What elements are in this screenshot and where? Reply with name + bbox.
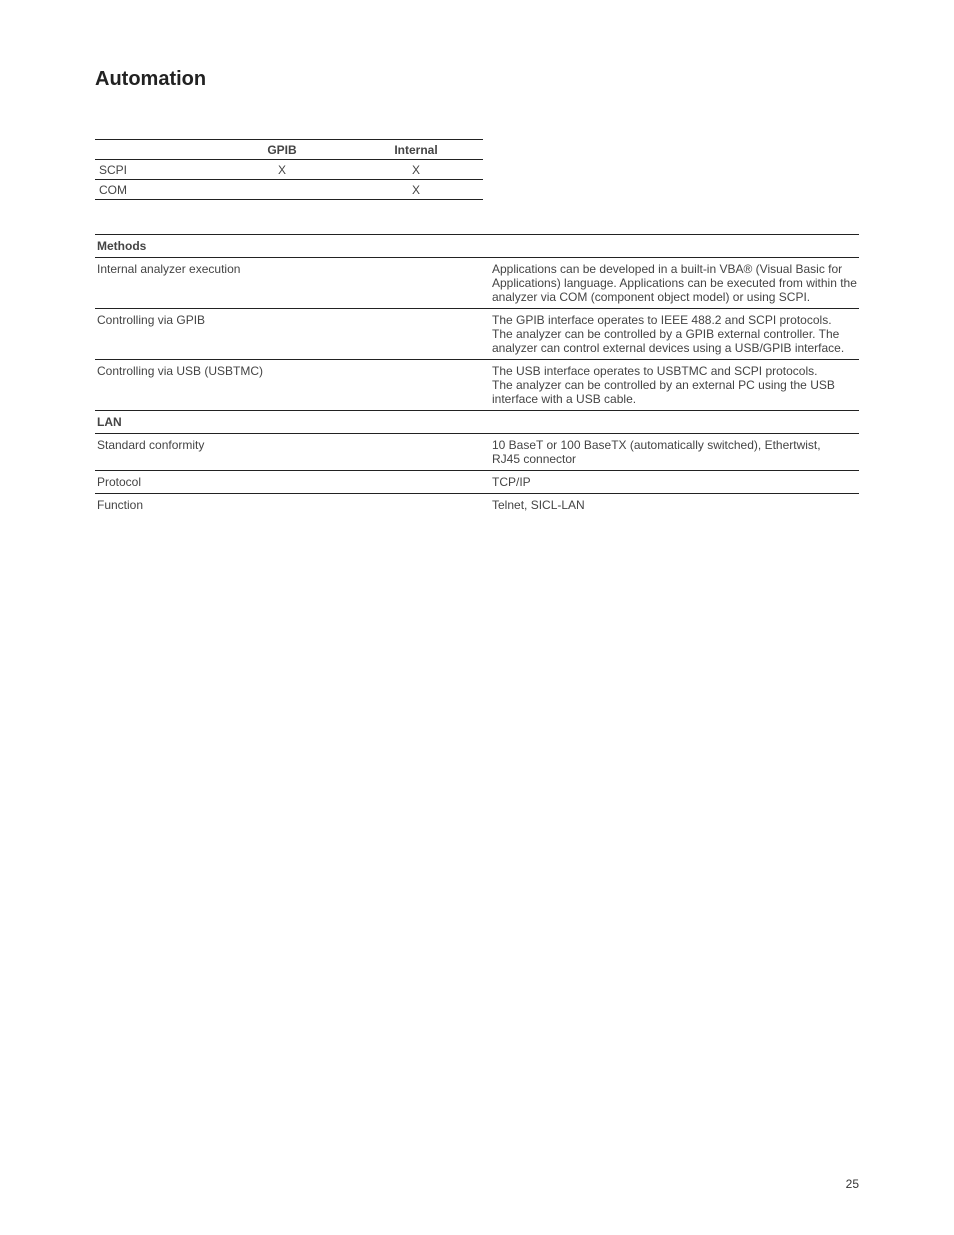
table-row: Controlling via USB (USBTMC) The USB int… bbox=[95, 360, 859, 411]
row-value: Applications can be developed in a built… bbox=[490, 258, 859, 309]
row-label: Standard conformity bbox=[95, 434, 490, 471]
page-title: Automation bbox=[95, 68, 859, 91]
table-row: Internal analyzer execution Applications… bbox=[95, 258, 859, 309]
table-row: SCPI X X bbox=[95, 160, 483, 180]
row-label: Controlling via USB (USBTMC) bbox=[95, 360, 490, 411]
table-row: COM X bbox=[95, 180, 483, 200]
row-value: TCP/IP bbox=[490, 471, 859, 494]
table-row: Function Telnet, SICL-LAN bbox=[95, 494, 859, 517]
methods-table: Methods Internal analyzer execution Appl… bbox=[95, 234, 859, 516]
page: Automation GPIB Internal SCPI X X COM X bbox=[0, 0, 954, 1235]
protocols-table: GPIB Internal SCPI X X COM X bbox=[95, 139, 483, 200]
table-row: Controlling via GPIB The GPIB interface … bbox=[95, 309, 859, 360]
methods-header: Methods bbox=[95, 235, 859, 258]
lan-subheader: LAN bbox=[95, 411, 859, 434]
row-label: Internal analyzer execution bbox=[95, 258, 490, 309]
table-row: Protocol TCP/IP bbox=[95, 471, 859, 494]
row-value: 10 BaseT or 100 BaseTX (automatically sw… bbox=[490, 434, 859, 471]
cell-internal: X bbox=[349, 160, 483, 180]
row-value: The GPIB interface operates to IEEE 488.… bbox=[490, 309, 859, 360]
table-row: Standard conformity 10 BaseT or 100 Base… bbox=[95, 434, 859, 471]
row-label: Function bbox=[95, 494, 490, 517]
row-label: Protocol bbox=[95, 471, 490, 494]
cell-gpib bbox=[215, 180, 349, 200]
col-empty bbox=[95, 140, 215, 160]
row-label: Controlling via GPIB bbox=[95, 309, 490, 360]
col-internal: Internal bbox=[349, 140, 483, 160]
row-label: SCPI bbox=[95, 160, 215, 180]
page-number: 25 bbox=[846, 1177, 859, 1191]
col-gpib: GPIB bbox=[215, 140, 349, 160]
cell-internal: X bbox=[349, 180, 483, 200]
cell-gpib: X bbox=[215, 160, 349, 180]
row-label: COM bbox=[95, 180, 215, 200]
row-value: The USB interface operates to USBTMC and… bbox=[490, 360, 859, 411]
row-value: Telnet, SICL-LAN bbox=[490, 494, 859, 517]
